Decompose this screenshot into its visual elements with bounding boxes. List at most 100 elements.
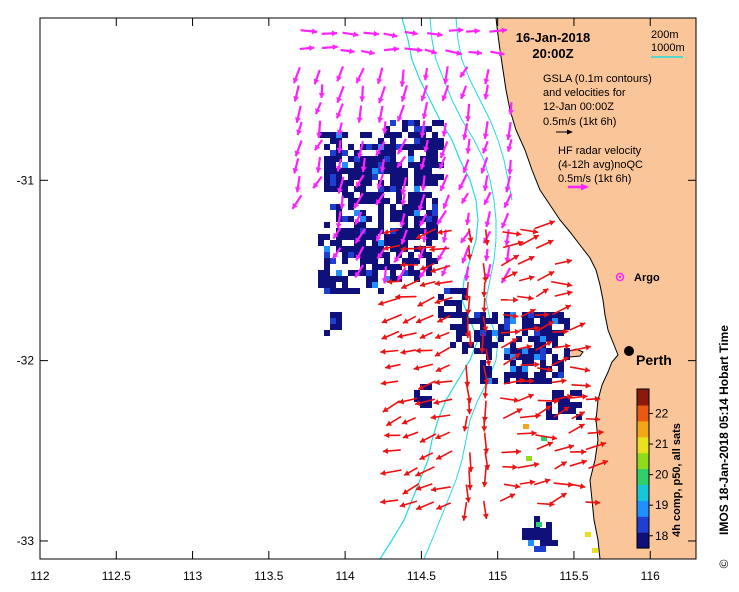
hf-vector xyxy=(404,30,418,37)
gsla-vector xyxy=(551,378,567,385)
gsla-vector xyxy=(533,478,551,486)
sst-pixel xyxy=(372,198,378,204)
sst-pixel xyxy=(540,534,546,540)
gsla-vector xyxy=(534,220,556,230)
legend-gsla-line1: GSLA (0.1m contours) xyxy=(543,73,652,85)
gsla-vector xyxy=(571,382,591,389)
hf-vector xyxy=(300,28,318,35)
gsla-vector xyxy=(535,320,555,333)
hf-vector xyxy=(377,105,384,123)
contours-1000m xyxy=(423,18,513,559)
gsla-vector xyxy=(500,397,520,404)
hf-vector xyxy=(294,140,303,157)
gsla-vector xyxy=(467,228,474,243)
sst-pixel xyxy=(330,180,336,186)
sst-pixel xyxy=(462,342,468,348)
colorbar-segment xyxy=(637,544,649,549)
sst-pixel xyxy=(492,342,498,348)
sst-pixel xyxy=(324,168,330,174)
sst-pixel xyxy=(420,228,426,234)
x-tick-label: 114.5 xyxy=(407,569,436,583)
gsla-vector xyxy=(501,448,522,455)
hf-vector xyxy=(336,158,343,172)
hf-vector xyxy=(465,138,472,154)
sst-pixel xyxy=(396,192,402,198)
hf-vector xyxy=(507,102,514,115)
gsla-vector xyxy=(534,311,550,318)
sst-pixel xyxy=(552,354,558,360)
gsla-vector xyxy=(517,294,534,301)
sst-pixel xyxy=(348,252,354,258)
gsla-vector xyxy=(500,337,518,349)
colorbar-segment xyxy=(637,528,649,533)
hf-vector xyxy=(489,27,508,34)
sst-pixel xyxy=(522,366,528,372)
hf-vector xyxy=(461,246,470,264)
gsla-vector xyxy=(377,297,400,306)
sst-pixel xyxy=(396,240,402,246)
gsla-vector xyxy=(382,448,401,454)
sst-pixel xyxy=(330,156,336,162)
sst-pixel xyxy=(408,210,414,216)
sst-pixel xyxy=(342,282,348,288)
sst-pixel xyxy=(330,150,336,156)
sst-pixel xyxy=(354,186,360,192)
gsla-vector xyxy=(482,263,489,283)
sst-pixel xyxy=(534,546,540,552)
sst-pixel xyxy=(348,246,354,252)
sst-pixel xyxy=(558,366,564,372)
gsla-vector xyxy=(429,246,450,253)
hf-vector xyxy=(436,209,447,226)
sst-pixel xyxy=(516,354,522,360)
sst-pixel xyxy=(498,336,504,342)
hf-vector xyxy=(427,31,443,38)
colorbar-segment xyxy=(637,424,649,430)
sst-pixel xyxy=(378,210,384,216)
gsla-vector xyxy=(434,280,453,287)
sst-pixel xyxy=(426,396,432,402)
sst-pixel xyxy=(348,216,354,222)
sst-pixel xyxy=(414,390,420,396)
hf-vector xyxy=(363,30,379,37)
sst-pixel xyxy=(462,288,468,294)
sst-pixel xyxy=(528,312,534,318)
sst-pixel xyxy=(540,378,546,384)
hf-vector xyxy=(375,192,385,206)
sst-pixel xyxy=(396,216,402,222)
sst-pixel xyxy=(432,120,438,126)
sst-pixel xyxy=(390,210,396,216)
sst-pixel xyxy=(354,174,360,180)
sst-pixel xyxy=(438,144,444,150)
hf-vector xyxy=(335,211,342,229)
sst-pixel xyxy=(540,354,546,360)
sst-pixel xyxy=(522,324,528,330)
hf-vector xyxy=(313,139,324,151)
sst-pixel xyxy=(432,132,438,138)
sst-pixel xyxy=(390,144,396,150)
hf-vector xyxy=(332,227,342,240)
sst-pixel xyxy=(432,228,438,234)
gsla-vector xyxy=(400,245,416,252)
sst-pixel xyxy=(432,204,438,210)
gsla-vector xyxy=(434,379,453,386)
hf-vector xyxy=(480,156,489,174)
sst-pixel xyxy=(528,354,534,360)
sst-pixel xyxy=(522,318,528,324)
sst-pixel xyxy=(408,144,414,150)
sst-pixel xyxy=(330,162,336,168)
sst-pixel xyxy=(360,258,366,264)
sst-pixel xyxy=(336,180,342,186)
sst-pixel xyxy=(354,168,360,174)
sst-pixel xyxy=(420,402,426,408)
sst-pixel xyxy=(546,324,552,330)
sst-pixel xyxy=(534,336,540,342)
sst-pixel xyxy=(408,264,414,270)
sst-pixel xyxy=(372,276,378,282)
sst-pixel xyxy=(408,132,414,138)
hf-vector xyxy=(505,121,512,140)
hf-vector xyxy=(483,84,490,100)
sst-pixel xyxy=(366,246,372,252)
sst-pixel xyxy=(372,144,378,150)
sst-pixel xyxy=(354,246,360,252)
colorbar-segment xyxy=(637,408,649,414)
